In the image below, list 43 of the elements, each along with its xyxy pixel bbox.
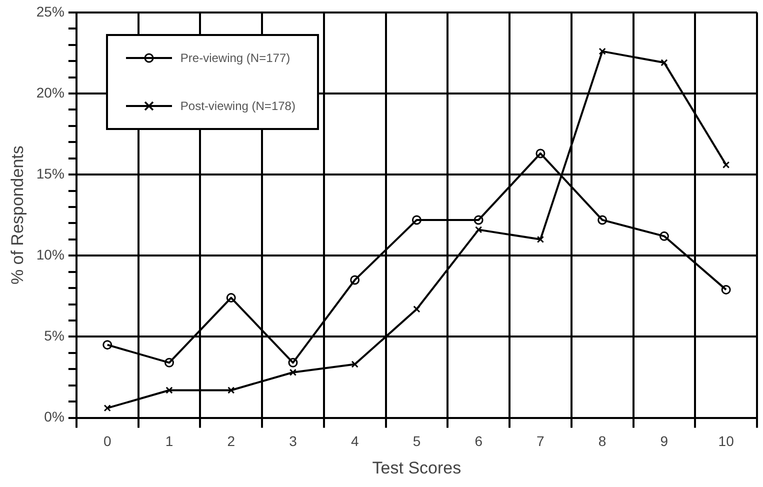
- point: [660, 59, 668, 66]
- x-tick-label: 3: [289, 433, 298, 450]
- legend-label: Post-viewing (N=178): [180, 99, 296, 114]
- point: [474, 215, 484, 225]
- x-tick-label: 0: [103, 433, 112, 450]
- point: [721, 284, 731, 294]
- x-tick-label: 5: [412, 433, 421, 450]
- x-tick-label: 9: [660, 433, 668, 450]
- point: [288, 358, 298, 368]
- point: [166, 386, 173, 394]
- x-tick-label: 2: [227, 433, 236, 450]
- y-tick-label: 5%: [44, 328, 64, 344]
- point: [351, 360, 358, 368]
- point: [536, 236, 544, 244]
- y-axis-title: % of Respondents: [8, 146, 27, 285]
- point: [413, 306, 420, 313]
- x-tick-label: 4: [350, 433, 359, 450]
- point: [289, 368, 297, 376]
- point: [659, 231, 669, 241]
- point: [412, 215, 422, 225]
- point: [350, 275, 360, 285]
- x-tick-label: 6: [474, 433, 483, 450]
- point: [164, 358, 174, 368]
- point: [598, 215, 608, 225]
- y-tick-label: 25%: [36, 3, 64, 20]
- legend-label: Pre-viewing (N=177): [180, 51, 290, 66]
- x-tick-label: 10: [718, 433, 734, 450]
- y-tick-label: 10%: [36, 246, 64, 262]
- point: [475, 226, 482, 234]
- point: [598, 48, 606, 55]
- point: [104, 404, 111, 412]
- x-axis-title: Test Scores: [372, 458, 462, 478]
- y-tick-label: 20%: [36, 84, 64, 100]
- point: [102, 340, 112, 350]
- point: [228, 386, 235, 394]
- y-tick-label: 15%: [36, 165, 64, 182]
- point: [536, 148, 546, 158]
- point: [722, 161, 730, 168]
- point: [226, 293, 236, 303]
- x-tick-label: 1: [165, 433, 174, 450]
- x-tick-label: 8: [598, 433, 606, 450]
- y-tick-label: 0%: [44, 408, 64, 425]
- x-tick-label: 7: [536, 433, 545, 450]
